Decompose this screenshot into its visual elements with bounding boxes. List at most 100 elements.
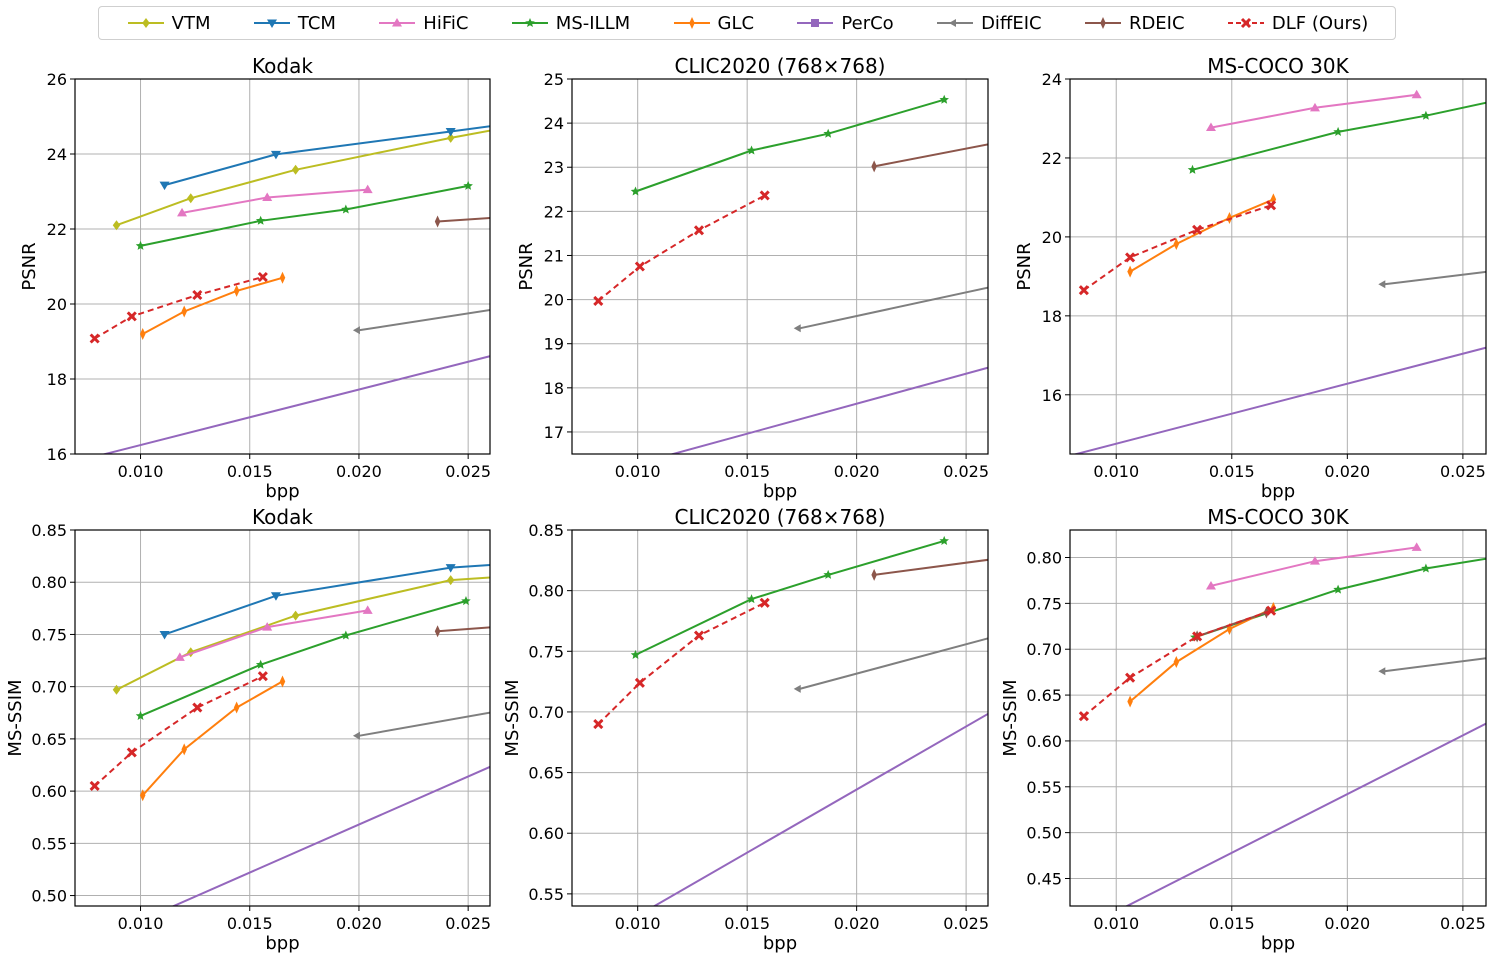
x-tick-label: 0.025 [943, 462, 989, 481]
tcm-marker [445, 128, 456, 137]
ms-illm-marker [135, 710, 146, 720]
gridlines [75, 529, 490, 906]
series-line-vtm [116, 129, 490, 227]
y-tick-label: 17 [544, 423, 564, 442]
dlf-ours-marker [89, 780, 100, 791]
dlf-ours-marker [192, 289, 203, 301]
dlf-ours-marker [634, 677, 645, 688]
y-axis-label: PSNR [1014, 242, 1035, 290]
legend: VTM TCM HiFiC MS-ILLM GLC PerCo DiffEIC RDEIC DL… [98, 6, 1396, 40]
vtm-marker [291, 610, 300, 621]
tcm-marker [266, 19, 277, 28]
series-line-tcm [164, 125, 490, 187]
hific-marker [174, 652, 185, 661]
y-tick-label: 0.75 [1026, 594, 1062, 613]
panel-title: CLIC2020 (768×768) [675, 54, 886, 78]
y-tick-label: 18 [544, 379, 564, 398]
legend-swatch-ms-illm [511, 18, 548, 28]
x-tick-label: 0.025 [445, 462, 491, 481]
y-tick-label: 25 [544, 70, 564, 89]
x-tick-label: 0.020 [834, 914, 880, 933]
ms-illm-marker [939, 535, 949, 545]
y-tick-label: 22 [544, 202, 564, 221]
vtm-marker [291, 164, 300, 175]
ms-illm-marker [341, 204, 351, 214]
series-group [1072, 89, 1486, 454]
glc-marker [688, 17, 695, 29]
legend-swatch-vtm [127, 18, 164, 28]
series-line-ms-illm [140, 600, 467, 717]
x-tick-label: 0.010 [118, 914, 164, 933]
ms-illm-marker [461, 596, 471, 606]
y-axis-label: PSNR [516, 242, 537, 290]
hific-marker [1309, 556, 1320, 565]
y-axis-label: MS-SSIM [1000, 679, 1021, 756]
x-tick-label: 0.025 [1440, 914, 1486, 933]
glc-marker [1173, 238, 1180, 250]
diffeic-marker [793, 324, 801, 333]
rdeic-marker [434, 625, 441, 638]
glc-marker [139, 328, 146, 340]
series-line-dlf-ours [597, 601, 766, 725]
dlf-ours-marker [634, 261, 645, 272]
hific-marker [262, 192, 273, 201]
legend-label: DiffEIC [981, 12, 1042, 34]
tcm-marker [445, 564, 456, 573]
x-tick-label: 0.020 [1324, 914, 1370, 933]
panel-4: 0.010 0.015 0.020 0.025 0.50 0.55 0.60 0.65 0.70… [5, 505, 582, 954]
dlf-ours-marker [1078, 711, 1089, 722]
dlf-ours-marker [759, 190, 770, 201]
glc-marker [1173, 656, 1180, 669]
y-tick-label: 24 [544, 114, 564, 133]
rdeic-marker [1073, 542, 1079, 554]
y-tick-label: 0.60 [31, 782, 67, 801]
series-group [1078, 542, 1486, 906]
hific-marker [1411, 89, 1422, 99]
panel-title: Kodak [252, 505, 313, 529]
legend-item-perco: PerCo [795, 13, 894, 34]
ms-illm-marker [463, 180, 473, 190]
series-group [593, 94, 988, 454]
dlf-ours-marker [257, 671, 268, 682]
y-tick-label: 22 [1042, 149, 1062, 168]
ms-illm-marker [939, 94, 949, 104]
ms-illm-marker [255, 659, 266, 669]
ms-illm-marker [746, 594, 757, 604]
series-line-perco [1072, 346, 1486, 454]
series-line-glc [141, 680, 283, 796]
y-tick-label: 26 [47, 70, 67, 89]
ms-illm-marker [1333, 126, 1343, 136]
legend-label: DLF (Ours) [1271, 12, 1369, 34]
y-tick-label: 0.85 [528, 521, 564, 540]
vtm-marker [574, 567, 582, 577]
x-tick-label: 0.025 [445, 914, 491, 933]
rdeic-marker [871, 160, 877, 173]
rdeic-marker [575, 615, 581, 627]
y-tick-label: 16 [47, 445, 67, 464]
ms-illm-marker [1333, 584, 1343, 594]
diffeic-marker [1378, 280, 1386, 289]
ms-illm-marker [630, 186, 641, 196]
ms-illm-marker [135, 240, 146, 250]
vtm-marker [112, 220, 121, 231]
series-line-ms-illm [635, 98, 945, 193]
ms-illm-marker [255, 215, 266, 225]
series-line-dlf-ours [597, 194, 766, 302]
series-line-diffeic [358, 711, 490, 737]
y-tick-label: 0.65 [528, 764, 564, 783]
tcm-marker [159, 630, 170, 640]
legend-label: MS-ILLM [555, 12, 631, 34]
x-tick-label: 0.020 [834, 462, 880, 481]
glc-marker [233, 701, 240, 714]
hific-marker [1309, 102, 1320, 112]
y-tick-label: 0.75 [31, 625, 67, 644]
panel-1: 0.010 0.015 0.020 0.025 16 18 20 22 24 26 Kodak bpp… [19, 54, 491, 502]
series-line-tcm [164, 563, 490, 636]
y-tick-label: 0.75 [528, 642, 564, 661]
series-line-diffeic [799, 286, 988, 330]
x-tick-label: 0.010 [1093, 914, 1139, 933]
dlf-ours-marker [1240, 17, 1251, 29]
series-line-ms-illm [1192, 101, 1486, 171]
series-line-rdeic [873, 558, 988, 576]
panel-6: 0.010 0.015 0.020 0.025 0.45 0.50 0.55 0.60 0.65… [1000, 505, 1487, 954]
